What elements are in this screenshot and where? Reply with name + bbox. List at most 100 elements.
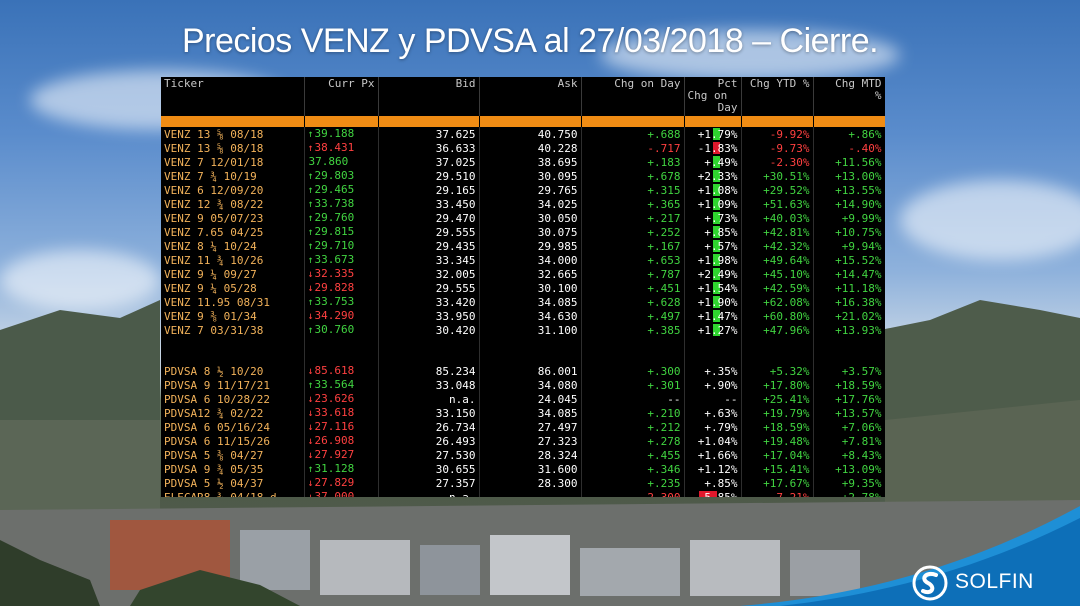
chg-mtd-cell: +16.38%: [813, 295, 885, 309]
ticker-cell: PDVSA 6 11/15/26: [161, 434, 305, 449]
pct-chg-cell: -5.85%: [684, 490, 742, 497]
curr-px-cell: ↓33.618: [304, 406, 379, 421]
table-row[interactable]: PDVSA 9 ¾ 05/35 ↑31.128 30.655 31.600 +.346 +…: [161, 462, 885, 477]
table-row[interactable]: PDVSA 5 ⅜ 04/27 ↓27.927 27.530 28.324 +.455 +…: [161, 448, 885, 463]
curr-px-cell: ↑30.760: [304, 323, 379, 337]
bid-cell: 33.048: [378, 378, 480, 393]
arrow-up-icon: ↑: [307, 255, 314, 266]
table-row[interactable]: PDVSA 6 11/15/26 ↓26.908 26.493 27.323 +.278…: [161, 434, 885, 449]
column-header-chg-mtd[interactable]: Chg MTD %: [813, 77, 885, 116]
table-row[interactable]: PDVSA 9 11/17/21 ↑33.564 33.048 34.080 +.301…: [161, 378, 885, 393]
bid-cell: 37.025: [378, 155, 480, 169]
change-indicator-bar: [712, 268, 720, 280]
cloud: [600, 30, 900, 80]
bid-cell: 30.420: [378, 323, 480, 337]
curr-px-value: 34.290: [314, 309, 355, 322]
table-row[interactable]: VENZ 7.65 04/25 ↑29.815 29.555 30.075 +.252 +…: [161, 225, 885, 239]
table-row[interactable]: VENZ 7 03/31/38 ↑30.760 30.420 31.100 +.385 +…: [161, 323, 885, 337]
chg-mtd-cell: +9.35%: [813, 476, 885, 491]
table-row[interactable]: VENZ 9 05/07/23 ↑29.760 29.470 30.050 +.217 +…: [161, 211, 885, 225]
column-header-ask[interactable]: Ask: [479, 77, 582, 116]
pct-chg-value: +.57%: [704, 239, 738, 253]
table-row[interactable]: VENZ 13 ⅝ 08/18 ↑39.188 37.625 40.750 +.688 +…: [161, 127, 885, 141]
chg-on-day-cell: +.385: [581, 323, 685, 337]
pct-chg-value: +1.79%: [697, 127, 738, 141]
pct-chg-value: +.85%: [704, 476, 738, 490]
arrow-up-icon: ↑: [307, 213, 314, 224]
chg-mtd-cell: +13.93%: [813, 323, 885, 337]
curr-px-cell: ↑29.815: [304, 225, 379, 239]
change-indicator-bar: [712, 296, 720, 308]
curr-px-cell: ↓29.828: [304, 281, 379, 295]
pct-chg-value: +2.49%: [697, 267, 738, 281]
table-row[interactable]: VENZ 9 ⅜ 01/34 ↓34.290 33.950 34.630 +.497 +1…: [161, 309, 885, 323]
table-row[interactable]: VENZ 6 12/09/20 ↑29.465 29.165 29.765 +.315 +…: [161, 183, 885, 197]
chg-ytd-cell: -9.92%: [741, 127, 814, 141]
chg-ytd-cell: +19.79%: [741, 406, 814, 421]
table-row[interactable]: VENZ 7 12/01/18 37.860 37.025 38.695 +.183 +.…: [161, 155, 885, 169]
column-header-curr-px[interactable]: Curr Px: [304, 77, 379, 116]
curr-px-cell: ↑38.431: [304, 141, 379, 155]
arrow-up-icon: ↑: [307, 297, 314, 308]
chg-on-day-cell: +.787: [581, 267, 685, 281]
table-row[interactable]: PDVSA 6 05/16/24 ↓27.116 26.734 27.497 +.212…: [161, 420, 885, 435]
ticker-cell: VENZ 7 ¾ 10/19: [161, 169, 305, 183]
column-header-chg-ytd[interactable]: Chg YTD %: [741, 77, 814, 116]
chg-mtd-cell: +.86%: [813, 127, 885, 141]
chg-mtd-cell: +11.18%: [813, 281, 885, 295]
column-header-bid[interactable]: Bid: [378, 77, 480, 116]
change-indicator-bar: [712, 198, 720, 210]
change-indicator-bar: [712, 240, 720, 252]
bid-cell: 37.625: [378, 127, 480, 141]
table-row[interactable]: VENZ 13 ⅝ 08/18 ↑38.431 36.633 40.228 -.717-…: [161, 141, 885, 155]
ticker-cell: VENZ 9 ⅜ 01/34: [161, 309, 305, 323]
table-row[interactable]: ELECAR8 ¾ 04/18 d↓37.000n.a.-2.300-5.85%…: [161, 490, 885, 497]
chg-mtd-cell: +14.90%: [813, 197, 885, 211]
bid-cell: 32.005: [378, 267, 480, 281]
table-row[interactable]: VENZ 9 ¼ 09/27 ↓32.335 32.005 32.665 +.787 +2…: [161, 267, 885, 281]
curr-px-cell: ↑29.803: [304, 169, 379, 183]
table-row[interactable]: VENZ 12 ¾ 08/22 ↑33.738 33.450 34.025 +.365 +…: [161, 197, 885, 211]
bid-cell: 33.950: [378, 309, 480, 323]
arrow-up-icon: ↑: [307, 241, 314, 252]
curr-px-cell: ↓27.927: [304, 448, 379, 463]
ask-cell: 29.985: [479, 239, 582, 253]
change-indicator-bar: [712, 170, 720, 182]
table-row[interactable]: PDVSA 5 ½ 04/37 ↓27.829 27.357 28.300 +.235 +…: [161, 476, 885, 491]
table-row[interactable]: PDVSA 8 ½ 10/20 ↓85.618 85.234 86.001 +.300 +…: [161, 364, 885, 379]
chg-on-day-cell: +.301: [581, 378, 685, 393]
ticker-cell: PDVSA 6 05/16/24: [161, 420, 305, 435]
ask-cell: 27.497: [479, 420, 582, 435]
chg-ytd-cell: +18.59%: [741, 420, 814, 435]
table-row[interactable]: VENZ 7 ¾ 10/19 ↑29.803 29.510 30.095 +.678 +2…: [161, 169, 885, 183]
column-header-chg-on-day[interactable]: Chg on Day: [581, 77, 685, 116]
table-row[interactable]: VENZ 11 ¾ 10/26 ↑33.673 33.345 34.000 +.653 +…: [161, 253, 885, 267]
table-body: VENZ 13 ⅝ 08/18 ↑39.188 37.625 40.750 +.688 +…: [161, 127, 885, 497]
pct-chg-cell: +1.08%: [684, 183, 742, 197]
chg-ytd-cell: +15.41%: [741, 462, 814, 477]
table-row[interactable]: PDVSA 6 10/28/22 ↓23.626 n.a. 24.045 -- -- +25…: [161, 392, 885, 407]
column-header-ticker[interactable]: Ticker: [161, 77, 305, 116]
bid-cell: 33.345: [378, 253, 480, 267]
ask-cell: 40.228: [479, 141, 582, 155]
chg-on-day-cell: +.252: [581, 225, 685, 239]
table-row[interactable]: VENZ 8 ¼ 10/24 ↑29.710 29.435 29.985 +.167 +.…: [161, 239, 885, 253]
change-indicator-bar: [712, 310, 720, 322]
pct-chg-value: +.79%: [704, 420, 738, 434]
ask-cell: 30.095: [479, 169, 582, 183]
ticker-cell: VENZ 13 ⅝ 08/18: [161, 127, 305, 141]
column-header-pct-chg-on-day[interactable]: Pct Chg on Day: [684, 77, 742, 116]
pct-chg-value: +.85%: [704, 225, 738, 239]
table-row[interactable]: VENZ 11.95 08/31 ↑33.753 33.420 34.085 +.628…: [161, 295, 885, 309]
change-indicator-bar: [712, 282, 720, 294]
table-row[interactable]: VENZ 9 ¼ 05/28 ↓29.828 29.555 30.100 +.451 +1…: [161, 281, 885, 295]
chg-on-day-cell: +.678: [581, 169, 685, 183]
chg-mtd-cell: +2.78%: [813, 490, 885, 497]
table-row[interactable]: PDVSA12 ¾ 02/22 ↓33.618 33.150 34.085 +.210 +…: [161, 406, 885, 421]
pct-chg-cell: +.85%: [684, 225, 742, 239]
chg-mtd-cell: +10.75%: [813, 225, 885, 239]
ask-cell: 29.765: [479, 183, 582, 197]
pct-chg-cell: +1.27%: [684, 323, 742, 337]
chg-mtd-cell: +7.81%: [813, 434, 885, 449]
